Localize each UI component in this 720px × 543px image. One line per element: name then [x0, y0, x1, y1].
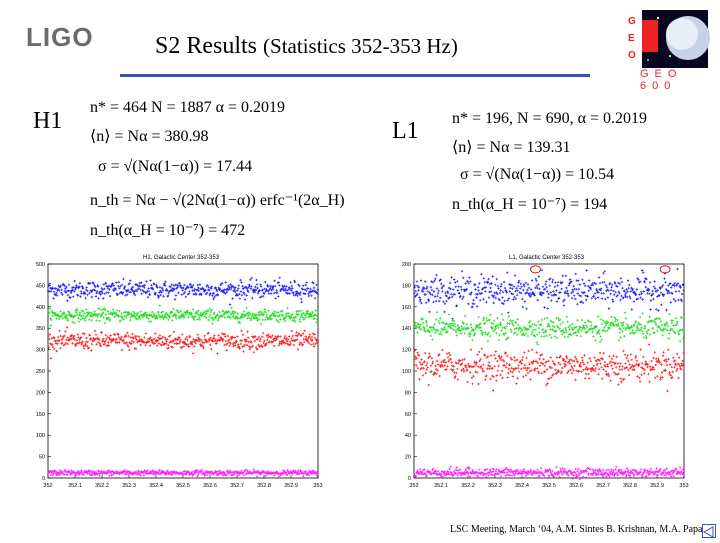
h1-x-tick-label: 352.8	[257, 483, 271, 489]
l1-y-tick-label: 180	[402, 283, 411, 289]
l1-series-points	[413, 311, 685, 346]
title-main: S2 Results	[155, 33, 258, 59]
h1-label: H1	[33, 108, 63, 134]
l1-eq-4: n_th(α_H = 10⁻⁷) = 194	[452, 196, 608, 213]
l1-series-1	[413, 311, 685, 346]
l1-eq-2: ⟨n⟩ = Nα = 139.31	[452, 139, 571, 156]
l1-series-3	[413, 465, 685, 481]
l1-x-tick-label: 352.7	[596, 483, 610, 489]
l1-x-tick-label: 352.4	[515, 483, 529, 489]
l1-x-tick-label: 352.1	[434, 483, 448, 489]
title-underline	[120, 74, 590, 77]
h1-y-tick-label: 450	[36, 283, 45, 289]
h1-chart-title: H1, Galactic Center 352-353	[143, 255, 220, 261]
h1-eq-1: n* = 464 N = 1887 α = 0.2019	[90, 99, 286, 116]
l1-x-tick-label: 352.8	[623, 483, 637, 489]
h1-series-2	[47, 326, 319, 360]
h1-x-tick-label: 353	[313, 483, 322, 489]
l1-y-tick-label: 20	[405, 455, 411, 461]
l1-x-tick-label: 352.5	[542, 483, 556, 489]
h1-y-tick-label: 500	[36, 262, 45, 268]
h1-scatter-chart: H1, Galactic Center 352-353 352 352.1 352.2…	[36, 255, 323, 489]
l1-y-tick-label: 160	[402, 305, 411, 311]
l1-scatter-chart: L1, Galactic Center 352-353 352 352.1 352.2…	[402, 255, 689, 489]
h1-x-tick-label: 352	[43, 483, 52, 489]
l1-x-tick-label: 352.2	[461, 483, 475, 489]
l1-y-tick-label: 80	[405, 390, 411, 396]
h1-eq-5: n_th(α_H = 10⁻⁷) = 472	[90, 222, 246, 239]
title-sub: (Statistics 352-353 Hz)	[263, 34, 458, 58]
l1-x-tick-label: 352.3	[488, 483, 502, 489]
nav-back-button[interactable]	[702, 524, 716, 538]
h1-y-tick-label: 400	[36, 305, 45, 311]
l1-y-tick-label: 0	[408, 476, 411, 482]
l1-series-points	[413, 267, 685, 321]
l1-y-tick-label: 200	[402, 262, 411, 268]
geo600-logo: G E O	[618, 8, 710, 80]
l1-x-tick-label: 352.6	[569, 483, 583, 489]
h1-y-tick-label: 300	[36, 348, 45, 354]
l1-highlight-circle	[530, 265, 541, 274]
h1-eq-2: ⟨n⟩ = Nα = 380.98	[90, 128, 209, 145]
h1-x-tick-label: 352.3	[122, 483, 136, 489]
h1-series-points	[47, 468, 319, 479]
l1-series-2	[413, 343, 685, 393]
h1-series-3	[47, 468, 319, 479]
h1-y-tick-label: 150	[36, 412, 45, 418]
h1-y-tick-label: 250	[36, 369, 45, 375]
h1-eq-3: σ = √(Nα(1−α)) = 17.44	[98, 158, 253, 175]
l1-x-tick-label: 352	[409, 483, 418, 489]
h1-y-tick-label: 0	[42, 476, 45, 482]
h1-series-points	[47, 326, 319, 360]
h1-x-tick-label: 352.6	[203, 483, 217, 489]
l1-series-points	[413, 465, 685, 481]
l1-chart-title: L1, Galactic Center 352-353	[509, 255, 585, 261]
h1-y-tick-label: 200	[36, 390, 45, 396]
svg-text:G: G	[628, 16, 636, 27]
h1-x-tick-label: 352.9	[284, 483, 298, 489]
triangle-left-icon	[702, 526, 714, 538]
h1-y-tick-label: 100	[36, 433, 45, 439]
geo600-label: GEO 600	[640, 68, 683, 92]
l1-highlight-circle	[659, 265, 671, 274]
h1-x-tick-label: 352.1	[68, 483, 82, 489]
l1-series-points	[413, 343, 685, 393]
l1-y-tick-label: 60	[405, 412, 411, 418]
h1-series-1	[47, 304, 319, 327]
l1-x-tick-label: 353	[679, 483, 688, 489]
l1-plot-frame	[413, 263, 685, 479]
l1-y-tick-label: 40	[405, 433, 411, 439]
h1-x-tick-label: 352.2	[95, 483, 109, 489]
h1-series-points	[47, 276, 319, 306]
h1-eq-4: n_th = Nα − √(2Nα(1−α)) erfc⁻¹(2α_H)	[90, 192, 345, 209]
h1-series-0	[47, 276, 319, 306]
l1-series-0	[413, 267, 685, 321]
h1-x-tick-label: 352.5	[176, 483, 190, 489]
l1-y-tick-label: 120	[402, 348, 411, 354]
slide-title: S2 Results (Statistics 352-353 Hz)	[155, 33, 458, 60]
svg-text:E: E	[628, 33, 635, 44]
h1-series-points	[47, 304, 319, 327]
h1-plot-frame	[47, 263, 319, 479]
h1-y-tick-label: 350	[36, 326, 45, 332]
l1-eq-1: n* = 196, N = 690, α = 0.2019	[452, 110, 648, 127]
h1-x-tick-label: 352.7	[230, 483, 244, 489]
l1-label: L1	[392, 118, 419, 144]
l1-eq-3: σ = √(Nα(1−α)) = 10.54	[460, 166, 615, 183]
l1-y-tick-label: 100	[402, 369, 411, 375]
svg-text:O: O	[628, 50, 636, 61]
h1-y-tick-label: 50	[39, 455, 45, 461]
ligo-logo: LIGO	[26, 22, 94, 52]
footer-citation: LSC Meeting, March ‘04, A.M. Sintes B. K…	[450, 524, 703, 535]
l1-y-tick-label: 140	[402, 326, 411, 332]
h1-x-tick-label: 352.4	[149, 483, 163, 489]
l1-x-tick-label: 352.9	[650, 483, 664, 489]
